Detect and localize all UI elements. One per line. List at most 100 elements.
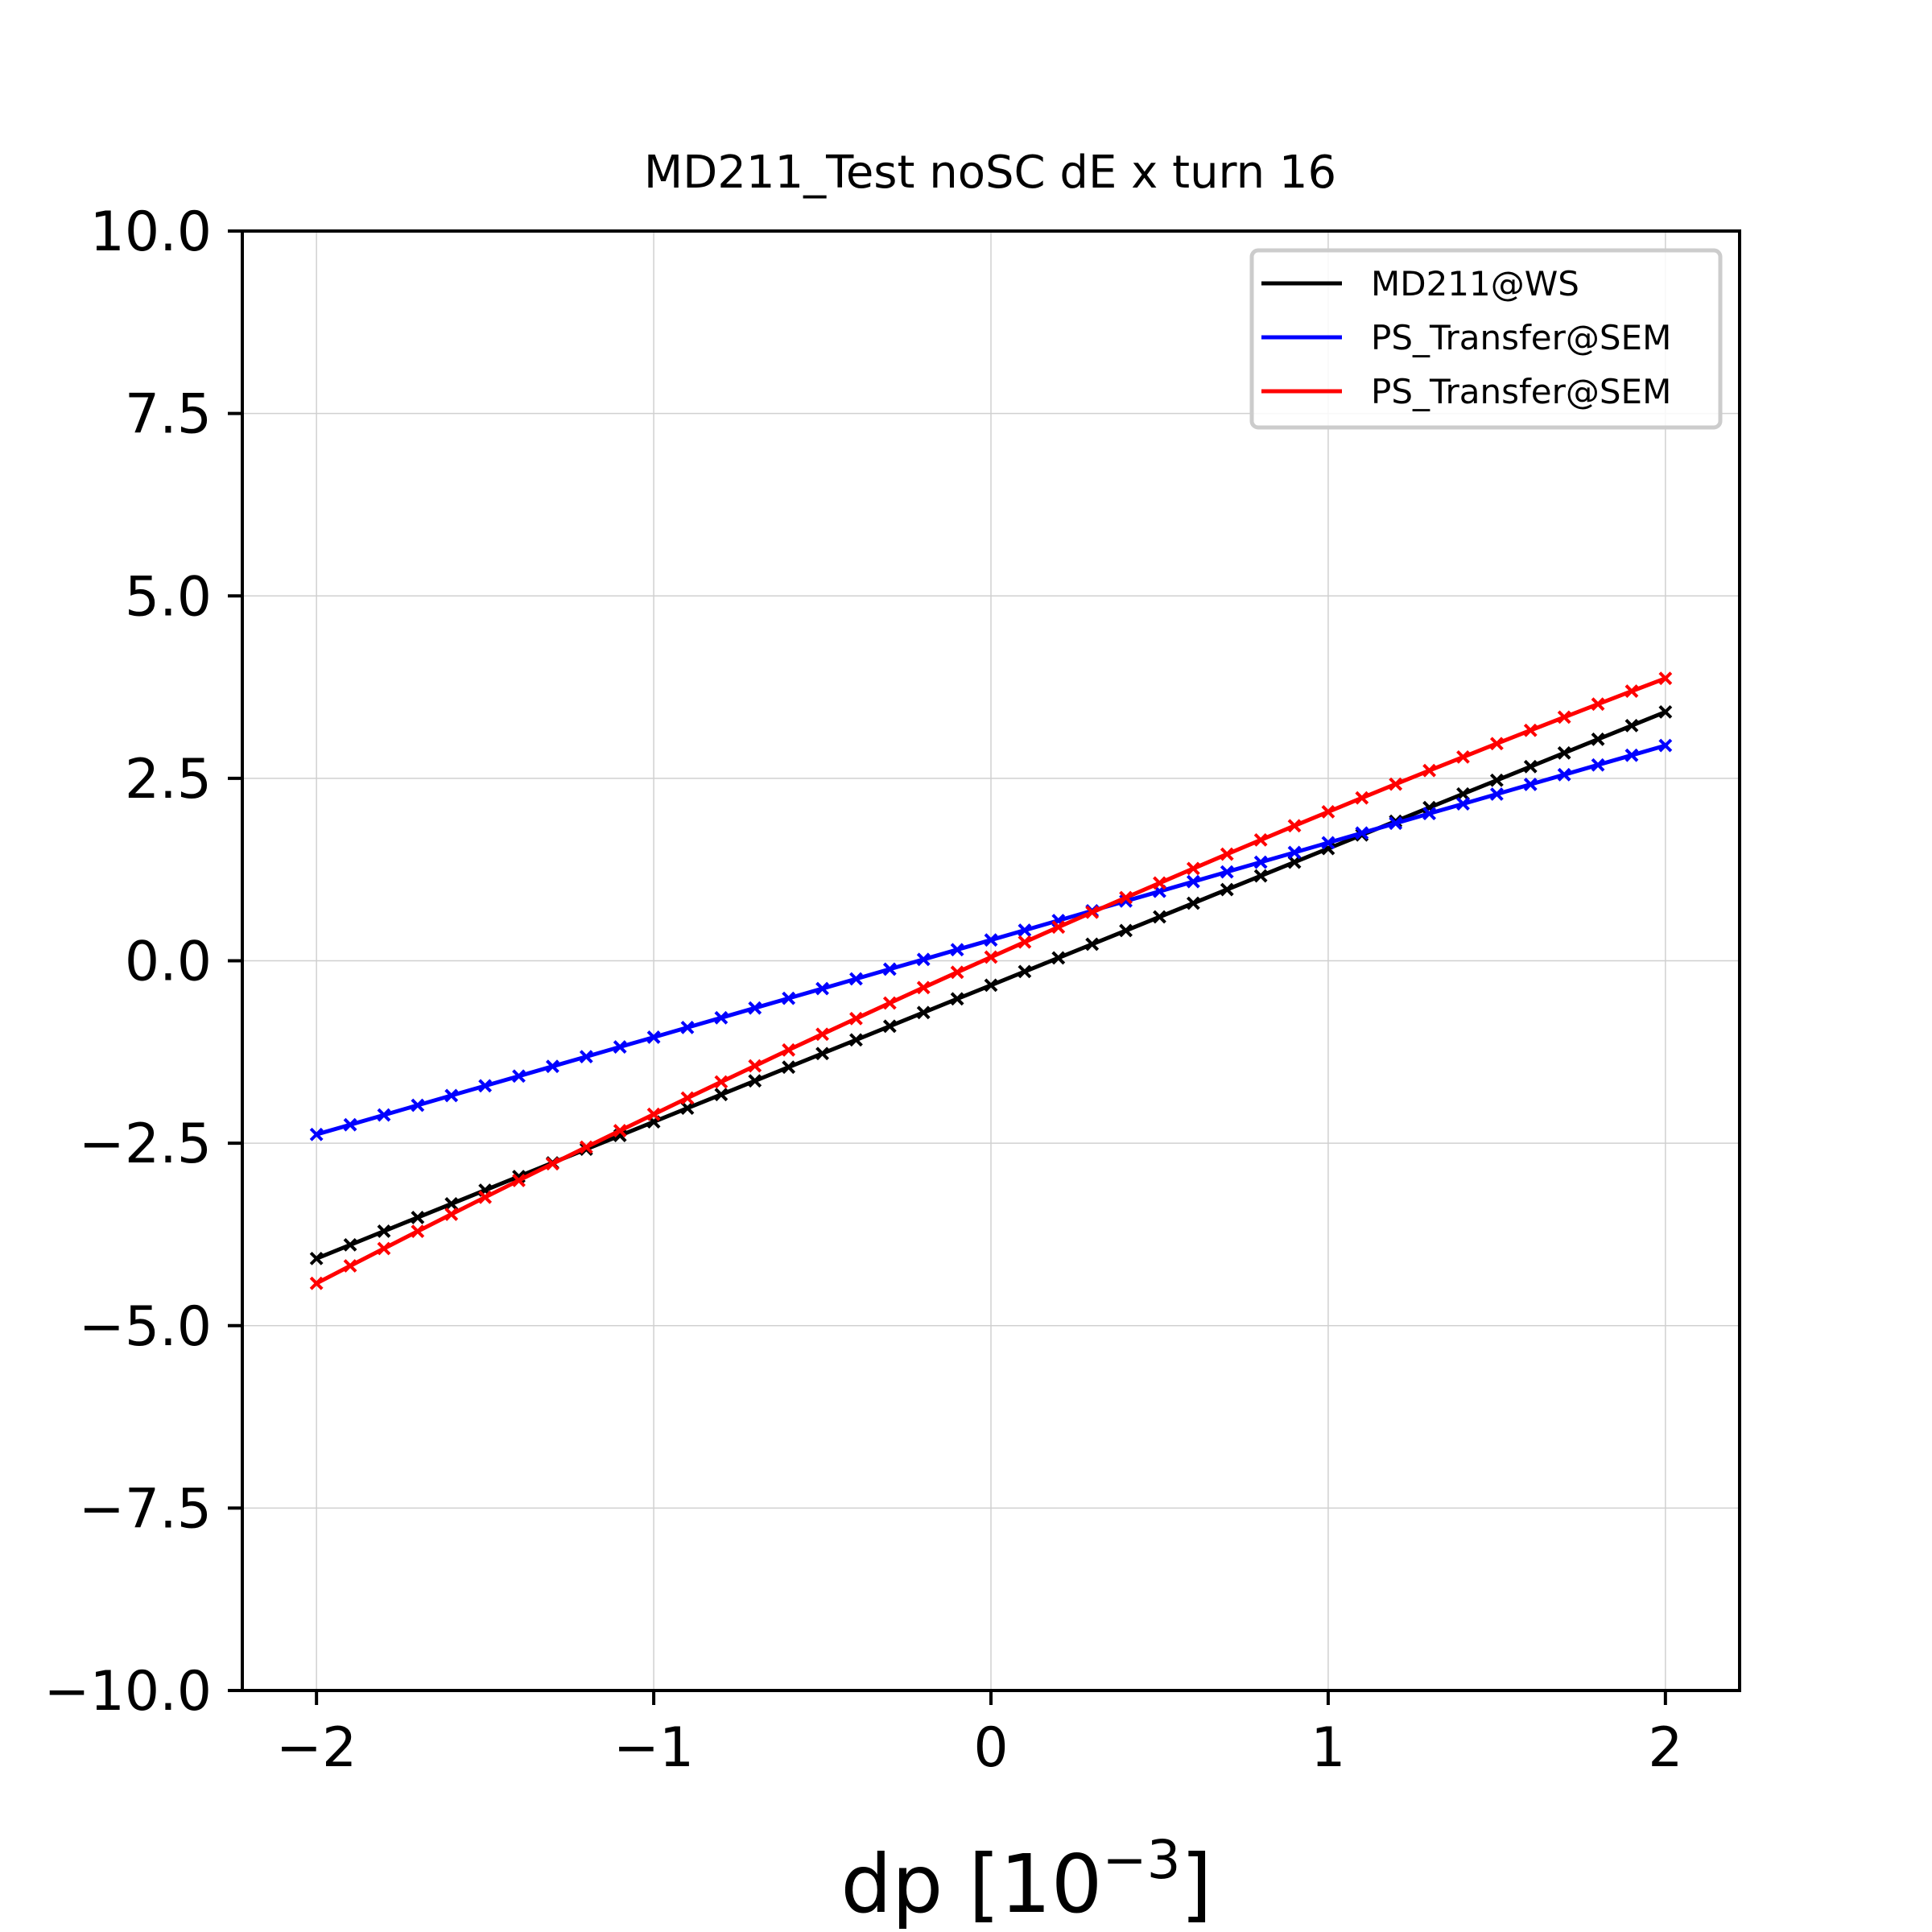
x-axis-label: dp [10−3] [840,1829,1212,1931]
data-point [309,1127,324,1141]
legend: MD211@WS PS_Transfer@SEM PS_Transfer@SEM [1249,248,1723,430]
data-point [1658,671,1673,686]
data-point [1153,876,1166,890]
data-point [1018,964,1032,979]
data-point [748,1059,762,1073]
data-point [1253,869,1268,883]
data-point [1321,805,1335,819]
data-point [916,980,931,995]
data-point [882,996,897,1010]
chart-title: MD211_Test noSC dE x turn 16 [644,147,1336,199]
data-point [916,1005,931,1020]
y-tick-label: 5.0 [125,565,212,629]
data-point [1489,773,1504,787]
data-point [1186,896,1200,910]
x-axis-label-exponent: −3 [1102,1829,1180,1891]
data-point [1253,855,1268,869]
data-point [1186,874,1200,889]
data-point [680,1020,695,1034]
data-point [714,1010,729,1025]
data-point [411,1211,425,1224]
data-point [1051,951,1066,965]
data-point [1557,767,1571,782]
data-point [1557,710,1571,724]
data-point [411,1224,425,1239]
data-point [1523,723,1538,737]
x-axis-label-close: ] [1181,1837,1212,1931]
data-point [1658,704,1673,719]
data-point [1658,738,1673,753]
data-point [1624,718,1639,733]
data-point [1422,807,1437,821]
data-point [1220,882,1234,897]
data-point [309,1251,324,1265]
data-point [950,965,964,980]
data-point [1119,890,1133,905]
legend-label: PS_Transfer@SEM [1371,318,1671,357]
y-tick-label: −5.0 [79,1295,212,1359]
data-point [782,991,796,1005]
data-point [1085,905,1100,919]
data-point [1624,748,1639,762]
data-point [1220,865,1234,879]
data-point [1389,777,1403,791]
y-tick-label: −2.5 [79,1113,212,1176]
x-axis-label-main: dp [10 [840,1837,1102,1931]
data-point [815,1046,829,1061]
data-point [1018,923,1032,938]
data-point [1085,937,1100,952]
data-point [1523,777,1538,791]
data-point [377,1224,391,1238]
data-point [1355,791,1369,805]
data-point [545,1157,559,1171]
x-tick-label: −1 [613,1716,694,1780]
data-point [309,1276,324,1290]
data-point [1018,935,1032,949]
legend-box [1249,248,1723,430]
data-point [714,1088,729,1102]
data-point [1253,832,1268,847]
data-point [1456,749,1470,764]
data-point [646,1030,661,1044]
data-point [343,1259,357,1273]
data-point [714,1075,729,1089]
data-point [1456,797,1470,811]
data-point [579,1140,593,1154]
data-point [1489,787,1504,801]
x-tick-label: 2 [1648,1716,1682,1780]
data-point [512,1069,526,1084]
data-point [1153,910,1166,924]
data-point [1321,836,1335,850]
data-point [882,1019,897,1034]
data-point [1591,758,1605,772]
data-point [950,992,964,1006]
data-point [984,978,998,993]
x-tick-label: 1 [1311,1716,1345,1780]
data-point [984,950,998,964]
data-point [849,1033,863,1047]
data-point [1523,759,1538,774]
data-point [916,952,931,967]
data-point [782,1042,796,1057]
y-tick-label: −10.0 [44,1660,212,1724]
data-point [478,1079,493,1093]
data-point [815,1027,829,1042]
y-tick-label: 7.5 [125,383,212,447]
data-point [579,1050,593,1064]
data-point [377,1108,391,1122]
data-point [1287,819,1302,833]
y-tick-label: 10.0 [90,200,212,264]
data-point [1557,745,1571,760]
data-point [680,1091,695,1105]
data-point [815,981,829,996]
data-point [478,1190,493,1204]
data-point [1287,845,1302,860]
data-point [882,962,897,976]
data-point [1355,826,1369,840]
data-point [1591,697,1605,712]
data-point [1389,816,1403,831]
data-point [748,1074,762,1088]
y-tick-label: −7.5 [79,1477,212,1541]
legend-label: PS_Transfer@SEM [1371,372,1671,411]
data-point [1186,861,1200,876]
